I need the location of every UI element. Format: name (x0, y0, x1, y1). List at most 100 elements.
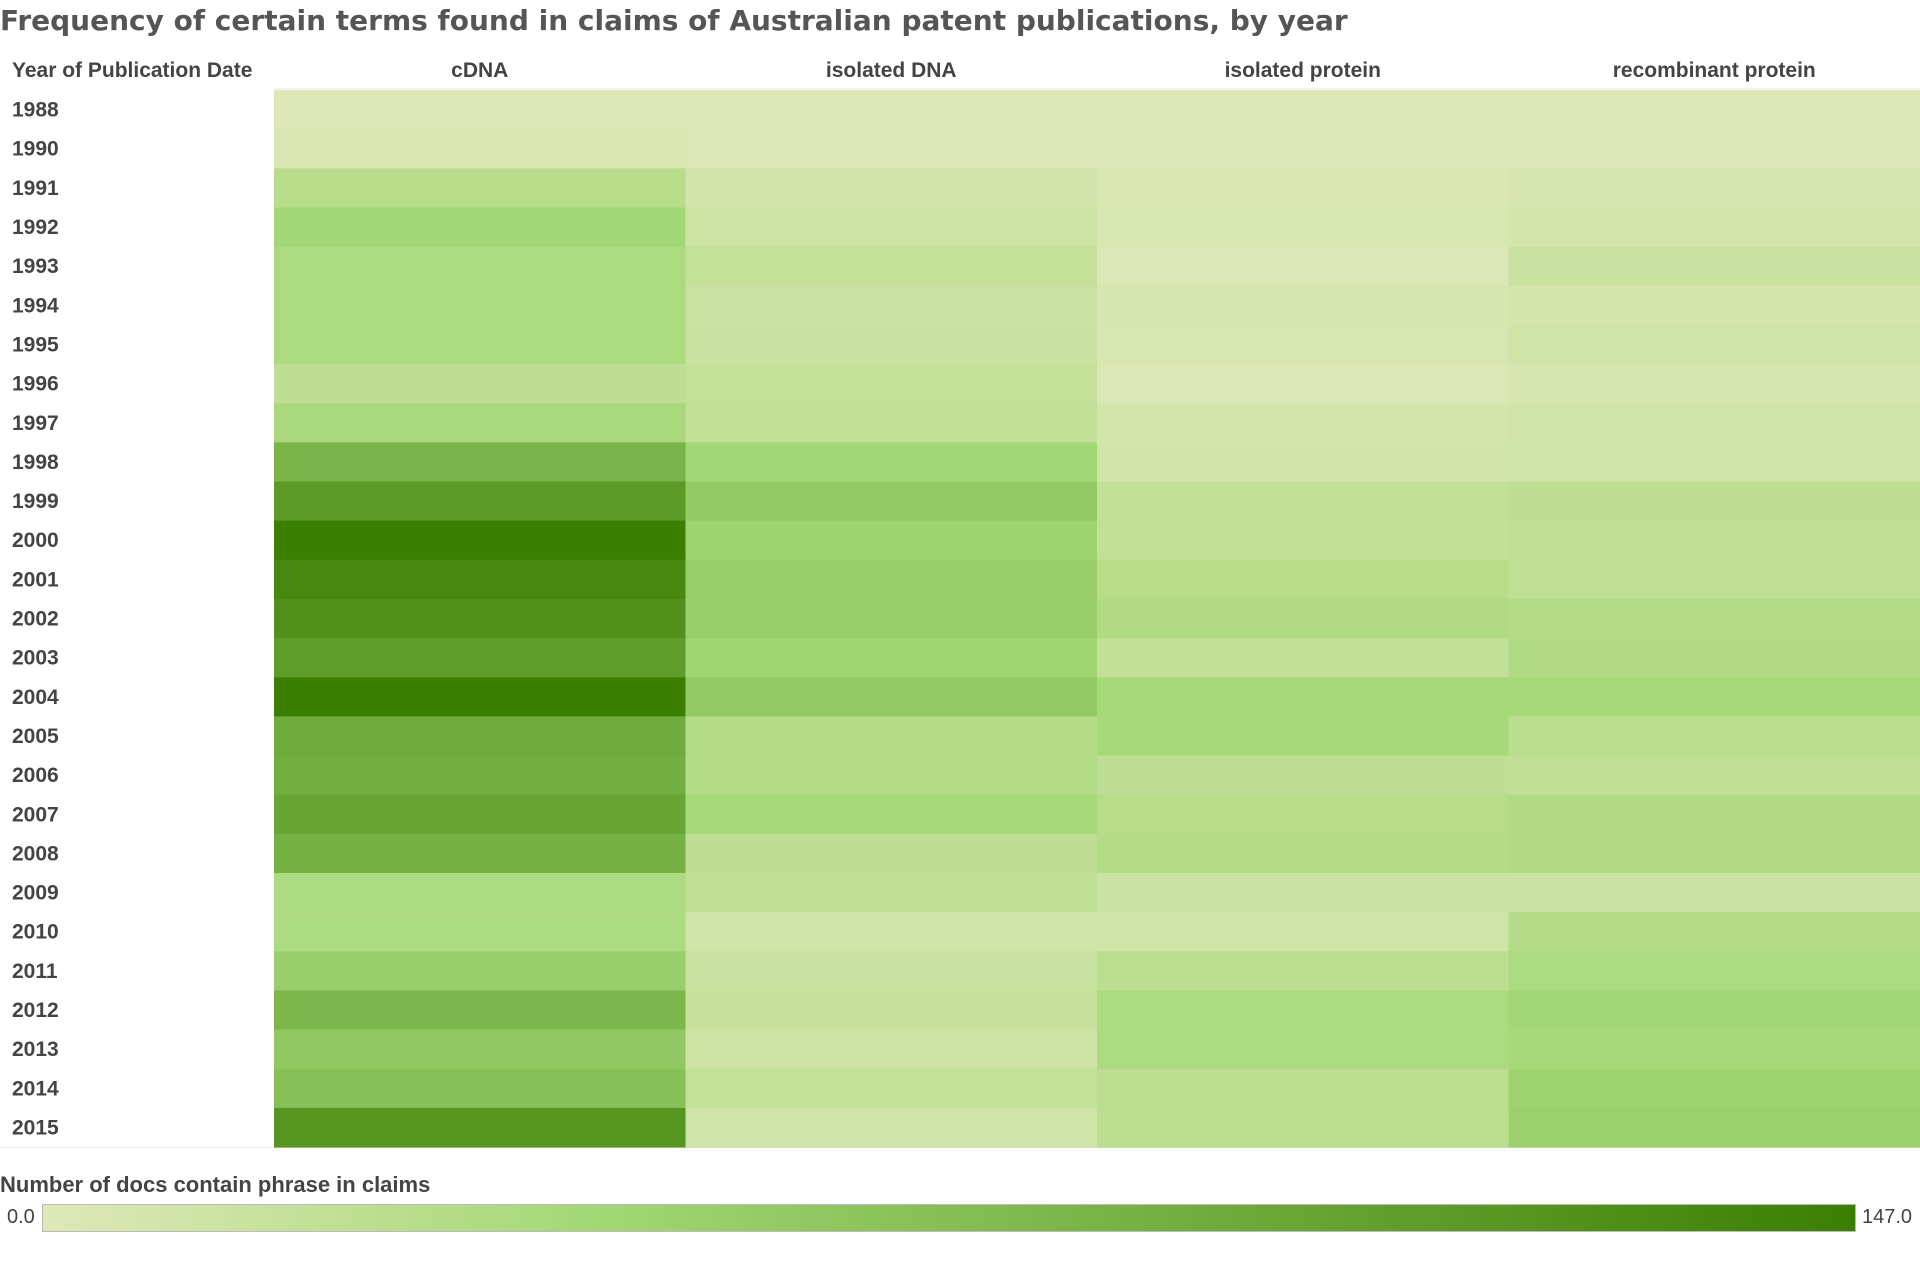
heatmap-cell[interactable] (1097, 716, 1509, 757)
heatmap-cell[interactable] (1097, 677, 1509, 717)
heatmap-cell[interactable] (1508, 638, 1920, 678)
heatmap-cell[interactable] (274, 677, 686, 717)
heatmap-cell[interactable] (685, 951, 1098, 991)
heatmap-cell[interactable] (685, 1107, 1098, 1148)
heatmap-cell[interactable] (685, 520, 1098, 561)
heatmap-cell[interactable] (1097, 168, 1509, 208)
heatmap-cell[interactable] (274, 442, 686, 482)
heatmap-cell[interactable] (274, 168, 686, 208)
heatmap-cell[interactable] (1097, 559, 1509, 600)
heatmap-cell[interactable] (1097, 129, 1509, 169)
heatmap-cell[interactable] (1508, 598, 1920, 639)
heatmap-cell[interactable] (1508, 1107, 1920, 1148)
heatmap-cell[interactable] (685, 677, 1098, 717)
heatmap-cell[interactable] (1508, 285, 1920, 326)
heatmap-cell[interactable] (274, 873, 686, 913)
heatmap-cell[interactable] (274, 403, 686, 443)
heatmap-cell[interactable] (1097, 638, 1509, 678)
heatmap-cell[interactable] (1097, 794, 1509, 835)
heatmap-cell[interactable] (274, 285, 686, 326)
heatmap-cell[interactable] (274, 1107, 686, 1148)
heatmap-cell[interactable] (274, 324, 686, 365)
heatmap-cell[interactable] (685, 755, 1098, 796)
heatmap-cell[interactable] (1508, 677, 1920, 717)
heatmap-cell[interactable] (1097, 598, 1509, 639)
heatmap-cell[interactable] (274, 481, 686, 522)
heatmap-cell[interactable] (274, 1068, 686, 1109)
heatmap-cell[interactable] (685, 285, 1098, 326)
heatmap-cell[interactable] (1097, 442, 1509, 482)
heatmap-cell[interactable] (1508, 1068, 1920, 1109)
heatmap-cell[interactable] (1508, 129, 1920, 169)
heatmap-cell[interactable] (1508, 912, 1920, 952)
heatmap-cell[interactable] (685, 873, 1098, 913)
heatmap-cell[interactable] (1097, 873, 1509, 913)
heatmap-cell[interactable] (1508, 833, 1920, 874)
heatmap-cell[interactable] (1097, 403, 1509, 443)
heatmap-cell[interactable] (1508, 794, 1920, 835)
heatmap-cell[interactable] (1097, 755, 1509, 796)
heatmap-cell[interactable] (1097, 951, 1509, 991)
heatmap-cell[interactable] (685, 1029, 1098, 1070)
heatmap-cell[interactable] (1508, 364, 1920, 404)
heatmap-cell[interactable] (1097, 912, 1509, 952)
heatmap-cell[interactable] (685, 246, 1098, 287)
heatmap-cell[interactable] (1508, 403, 1920, 443)
heatmap-cell[interactable] (274, 520, 686, 561)
heatmap-cell[interactable] (1097, 364, 1509, 404)
heatmap-cell[interactable] (1508, 559, 1920, 600)
heatmap-cell[interactable] (685, 403, 1098, 443)
heatmap-cell[interactable] (685, 168, 1098, 208)
heatmap-cell[interactable] (685, 324, 1098, 365)
heatmap-cell[interactable] (274, 912, 686, 952)
heatmap-cell[interactable] (685, 912, 1098, 952)
heatmap-cell[interactable] (274, 833, 686, 874)
heatmap-cell[interactable] (685, 207, 1098, 248)
heatmap-cell[interactable] (1508, 481, 1920, 522)
heatmap-cell[interactable] (274, 990, 686, 1031)
heatmap-cell[interactable] (685, 481, 1098, 522)
heatmap-cell[interactable] (274, 246, 686, 287)
heatmap-cell[interactable] (1097, 1107, 1509, 1148)
heatmap-cell[interactable] (685, 90, 1098, 130)
heatmap-cell[interactable] (1097, 1029, 1509, 1070)
heatmap-cell[interactable] (685, 364, 1098, 404)
heatmap-cell[interactable] (1097, 324, 1509, 365)
heatmap-cell[interactable] (274, 129, 686, 169)
heatmap-cell[interactable] (274, 598, 686, 639)
heatmap-cell[interactable] (274, 794, 686, 835)
heatmap-cell[interactable] (1508, 951, 1920, 991)
heatmap-cell[interactable] (685, 833, 1098, 874)
heatmap-cell[interactable] (1508, 207, 1920, 248)
heatmap-cell[interactable] (1097, 285, 1509, 326)
heatmap-cell[interactable] (1097, 1068, 1509, 1109)
heatmap-cell[interactable] (1508, 1029, 1920, 1070)
heatmap-cell[interactable] (1508, 324, 1920, 365)
heatmap-cell[interactable] (1508, 755, 1920, 796)
heatmap-cell[interactable] (1508, 442, 1920, 482)
heatmap-cell[interactable] (274, 90, 686, 130)
heatmap-cell[interactable] (274, 755, 686, 796)
heatmap-cell[interactable] (1508, 90, 1920, 130)
heatmap-cell[interactable] (274, 559, 686, 600)
heatmap-cell[interactable] (685, 990, 1098, 1031)
heatmap-cell[interactable] (685, 598, 1098, 639)
heatmap-cell[interactable] (1097, 246, 1509, 287)
heatmap-cell[interactable] (1097, 90, 1509, 130)
heatmap-cell[interactable] (685, 559, 1098, 600)
heatmap-cell[interactable] (274, 1029, 686, 1070)
heatmap-cell[interactable] (1508, 873, 1920, 913)
heatmap-cell[interactable] (274, 207, 686, 248)
heatmap-cell[interactable] (1508, 520, 1920, 561)
heatmap-cell[interactable] (1097, 833, 1509, 874)
heatmap-cell[interactable] (274, 364, 686, 404)
heatmap-cell[interactable] (1508, 246, 1920, 287)
heatmap-cell[interactable] (274, 716, 686, 757)
heatmap-cell[interactable] (1097, 520, 1509, 561)
heatmap-cell[interactable] (1508, 990, 1920, 1031)
heatmap-cell[interactable] (685, 1068, 1098, 1109)
heatmap-cell[interactable] (685, 129, 1098, 169)
heatmap-cell[interactable] (1508, 716, 1920, 757)
heatmap-cell[interactable] (685, 716, 1098, 757)
heatmap-cell[interactable] (685, 442, 1098, 482)
